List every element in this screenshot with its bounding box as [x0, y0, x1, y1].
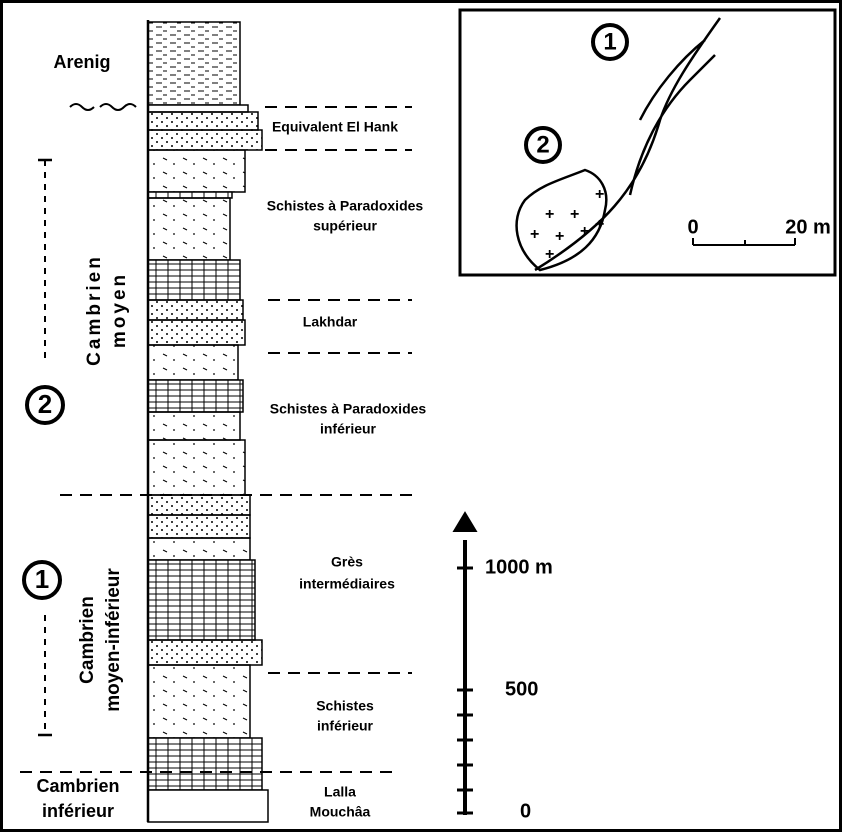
layer: [148, 640, 262, 665]
svg-text:+: +: [580, 223, 589, 240]
column: [148, 20, 268, 822]
layer: [148, 112, 258, 130]
scale-bar: [456, 515, 474, 815]
label: moyen: [109, 272, 130, 348]
label: Schistes: [316, 698, 374, 714]
layer: [148, 380, 243, 412]
label: 0: [687, 216, 698, 238]
label: intermédiaires: [299, 576, 395, 592]
layer: [148, 300, 243, 320]
label: Lakhdar: [303, 314, 358, 330]
label: Schistes à Paradoxides: [270, 401, 427, 417]
label: inférieur: [42, 801, 114, 821]
label: 1: [35, 564, 49, 594]
label: Schistes à Paradoxides: [267, 198, 424, 214]
label: 20 m: [785, 216, 831, 238]
label: 0: [520, 800, 531, 822]
layer: [148, 515, 250, 538]
layer: [148, 320, 245, 345]
label: moyen-inférieur: [103, 568, 124, 712]
layer: [148, 738, 262, 790]
label: Cambrien: [77, 596, 98, 684]
label: supérieur: [313, 218, 377, 234]
layer: [148, 150, 245, 192]
svg-text:+: +: [595, 216, 604, 233]
diagram: ++++++++ ArenigCambrienmoyenCambrienmoye…: [0, 0, 842, 832]
layer: [148, 130, 262, 150]
layer: [148, 345, 238, 380]
label: 1000 m: [485, 556, 553, 578]
label: Mouchâa: [310, 804, 371, 820]
label: 500: [505, 678, 538, 700]
label: Grès: [331, 554, 363, 570]
layer: [148, 495, 250, 515]
label: inférieur: [320, 421, 377, 437]
layer: [148, 22, 240, 105]
layer: [148, 538, 250, 560]
layer: [148, 192, 232, 198]
svg-text:+: +: [555, 228, 564, 245]
svg-text:+: +: [595, 186, 604, 203]
layer: [148, 665, 250, 738]
layer: [148, 105, 248, 112]
svg-text:+: +: [530, 226, 539, 243]
layer: [148, 260, 240, 300]
layer: [148, 440, 245, 495]
layer: [148, 790, 268, 822]
layer: [148, 560, 255, 640]
unconformity: [70, 104, 136, 110]
label: Lalla: [324, 784, 356, 800]
label: Arenig: [53, 52, 110, 72]
label: inférieur: [317, 718, 374, 734]
svg-text:+: +: [545, 206, 554, 223]
label: Cambrien: [84, 254, 105, 366]
svg-text:+: +: [570, 206, 579, 223]
label: 1: [603, 28, 616, 55]
label: Equivalent El Hank: [272, 119, 398, 135]
label: 2: [536, 131, 549, 158]
layer: [148, 198, 230, 260]
label: 2: [38, 389, 52, 419]
layer: [148, 412, 240, 440]
svg-text:+: +: [545, 246, 554, 263]
label: Cambrien: [36, 776, 119, 796]
